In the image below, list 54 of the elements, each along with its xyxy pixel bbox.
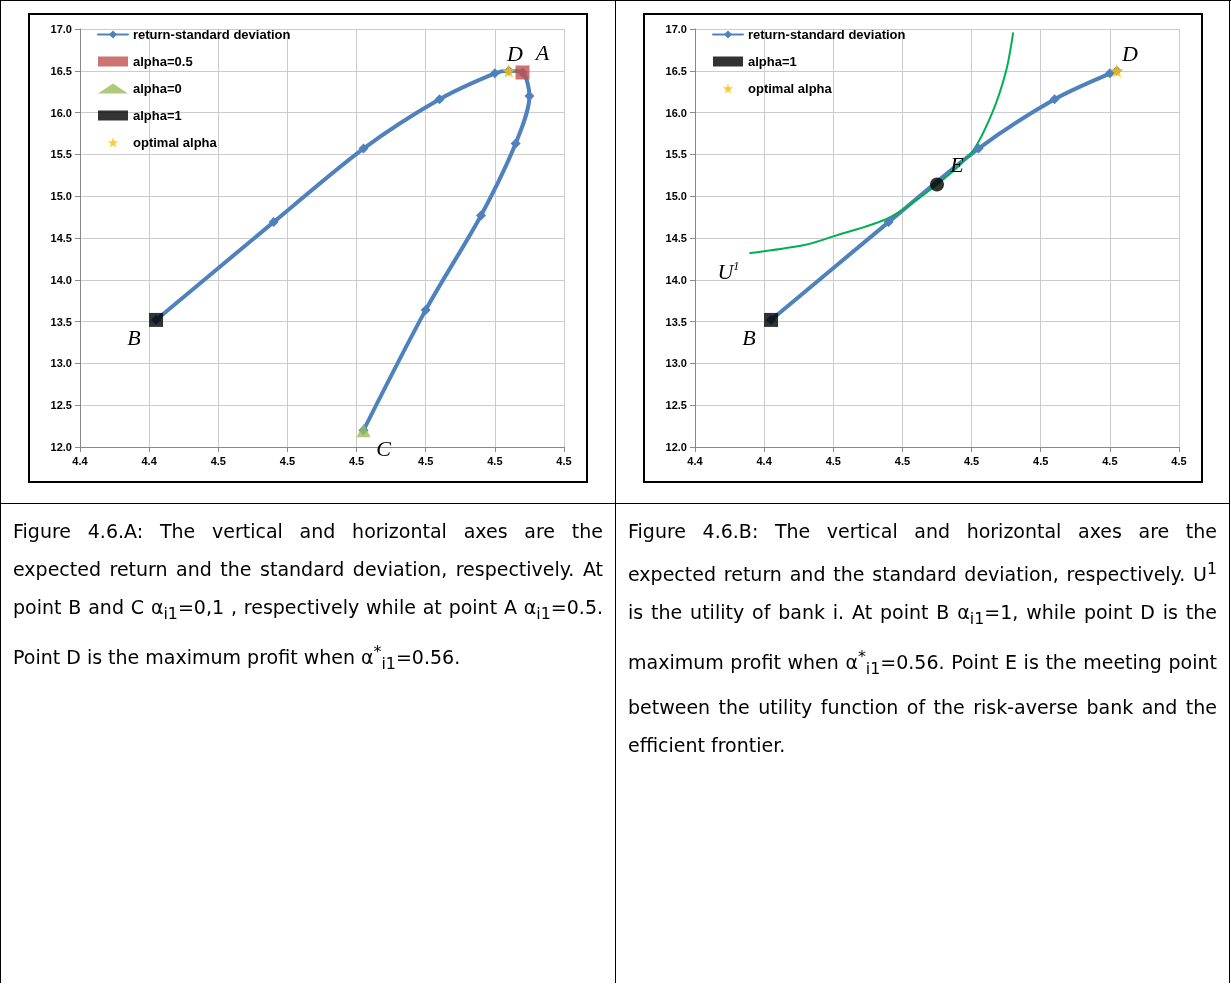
legend-label: optimal alpha	[133, 135, 218, 150]
x-tick-label: 4.5	[279, 454, 296, 467]
annotation: A	[533, 39, 550, 65]
annotation: D	[1120, 40, 1138, 66]
legend-label: return-standard deviation	[133, 27, 291, 42]
y-tick-label: 14.0	[665, 273, 687, 286]
y-tick-label: 16.5	[665, 64, 687, 77]
y-tick-label: 14.5	[50, 232, 72, 244]
annotation: C	[376, 435, 392, 461]
y-tick-label: 17.0	[665, 23, 687, 35]
legend-label: optimal alpha	[747, 81, 833, 96]
legend-label: alpha=1	[747, 54, 797, 69]
y-tick-label: 16.5	[50, 64, 72, 77]
y-tick-label: 13.5	[50, 315, 72, 328]
legend-label: alpha=1	[133, 108, 182, 123]
x-tick-label: 4.5	[894, 454, 910, 467]
x-tick-label: 4.5	[210, 454, 226, 467]
x-tick-label: 4.4	[72, 454, 89, 467]
x-tick-label: 4.4	[755, 454, 773, 467]
y-tick-label: 14.5	[665, 232, 687, 244]
x-tick-label: 4.5	[348, 454, 365, 467]
legend-label: return-standard deviation	[747, 27, 906, 42]
x-tick-label: 4.5	[1170, 454, 1187, 467]
legend-label: alpha=0.5	[133, 54, 193, 69]
y-tick-label: 15.0	[665, 190, 687, 203]
x-tick-label: 4.5	[418, 454, 434, 467]
y-tick-label: 17.0	[50, 23, 72, 35]
y-tick-label: 12.5	[50, 399, 72, 412]
annotation: D	[505, 40, 523, 66]
x-tick-label: 4.5	[963, 454, 979, 467]
y-tick-label: 15.5	[665, 148, 687, 161]
legend-label: alpha=0	[133, 81, 182, 96]
x-tick-label: 4.5	[1032, 454, 1048, 467]
x-tick-label: 4.4	[141, 454, 158, 467]
text: Figure 4.6.A: The vertical and horizontal axes are the expected return and the standard deviation, respectively. At point B and C α$_{i1}$=0,1 , respectively while at point A α$_{i1}$=0.5. Point D is the maximum profit when α$^{*}$$_{i1}$=0.56.	[13, 520, 604, 673]
x-tick-label: 4.5	[825, 454, 841, 467]
annotation: B	[741, 325, 756, 351]
annotation: B	[127, 325, 141, 351]
x-tick-label: 4.5	[556, 454, 572, 467]
y-tick-label: 14.0	[50, 273, 72, 286]
x-tick-label: 4.4	[686, 454, 704, 467]
text: Figure 4.6.B: The vertical and horizontal axes are the expected return and the standard deviation, respectively. U$^{1}$ is the utility of bank i. At point B α$_{i1}$=1, while point D is the maximum profit when α$^{*}$$_{i1}$=0.56. Point E is the meeting point between the utility function of the risk-averse bank and the efficient frontier.	[628, 520, 1217, 757]
y-tick-label: 13.0	[665, 357, 687, 370]
y-tick-label: 12.0	[50, 441, 72, 453]
y-tick-label: 13.0	[50, 357, 72, 370]
y-tick-label: 15.0	[50, 190, 72, 203]
y-tick-label: 16.0	[50, 106, 72, 119]
y-tick-label: 16.0	[665, 106, 687, 119]
x-tick-label: 4.5	[1101, 454, 1118, 467]
y-tick-label: 13.5	[665, 315, 687, 328]
x-tick-label: 4.5	[487, 454, 503, 467]
y-tick-label: 12.0	[665, 441, 687, 453]
y-tick-label: 12.5	[665, 399, 687, 412]
y-tick-label: 15.5	[50, 148, 72, 161]
